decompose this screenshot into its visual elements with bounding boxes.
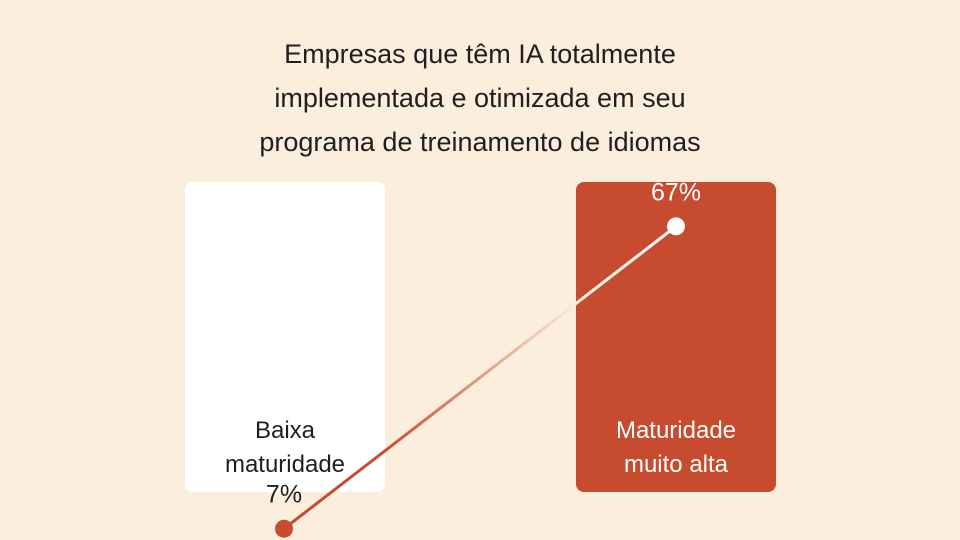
data-label-high: 67%: [651, 178, 701, 206]
chart-title-line-3: programa de treinamento de idiomas: [259, 127, 701, 157]
category-label-high-line-1: Maturidade: [615, 417, 737, 444]
category-label-low: Baixa maturidade: [185, 414, 385, 482]
category-label-high: Maturidade muito alta: [576, 414, 776, 482]
chart-title: Empresas que têm IA totalmente implement…: [180, 32, 780, 164]
chart-title-line-2: implementada e otimizada em seu: [274, 83, 686, 113]
data-label-low: 7%: [266, 481, 302, 509]
series-line: [283, 225, 677, 530]
category-label-low-line-1: Baixa: [254, 417, 316, 444]
data-point-low: [275, 519, 293, 538]
category-label-low-line-2: maturidade: [224, 451, 346, 478]
panel-low-maturity: Baixa maturidade: [185, 182, 385, 492]
data-point-high: [667, 217, 685, 236]
category-label-high-line-2: muito alta: [623, 451, 729, 478]
panel-very-high-maturity: Maturidade muito alta: [576, 182, 776, 492]
chart-title-line-1: Empresas que têm IA totalmente: [284, 39, 676, 69]
